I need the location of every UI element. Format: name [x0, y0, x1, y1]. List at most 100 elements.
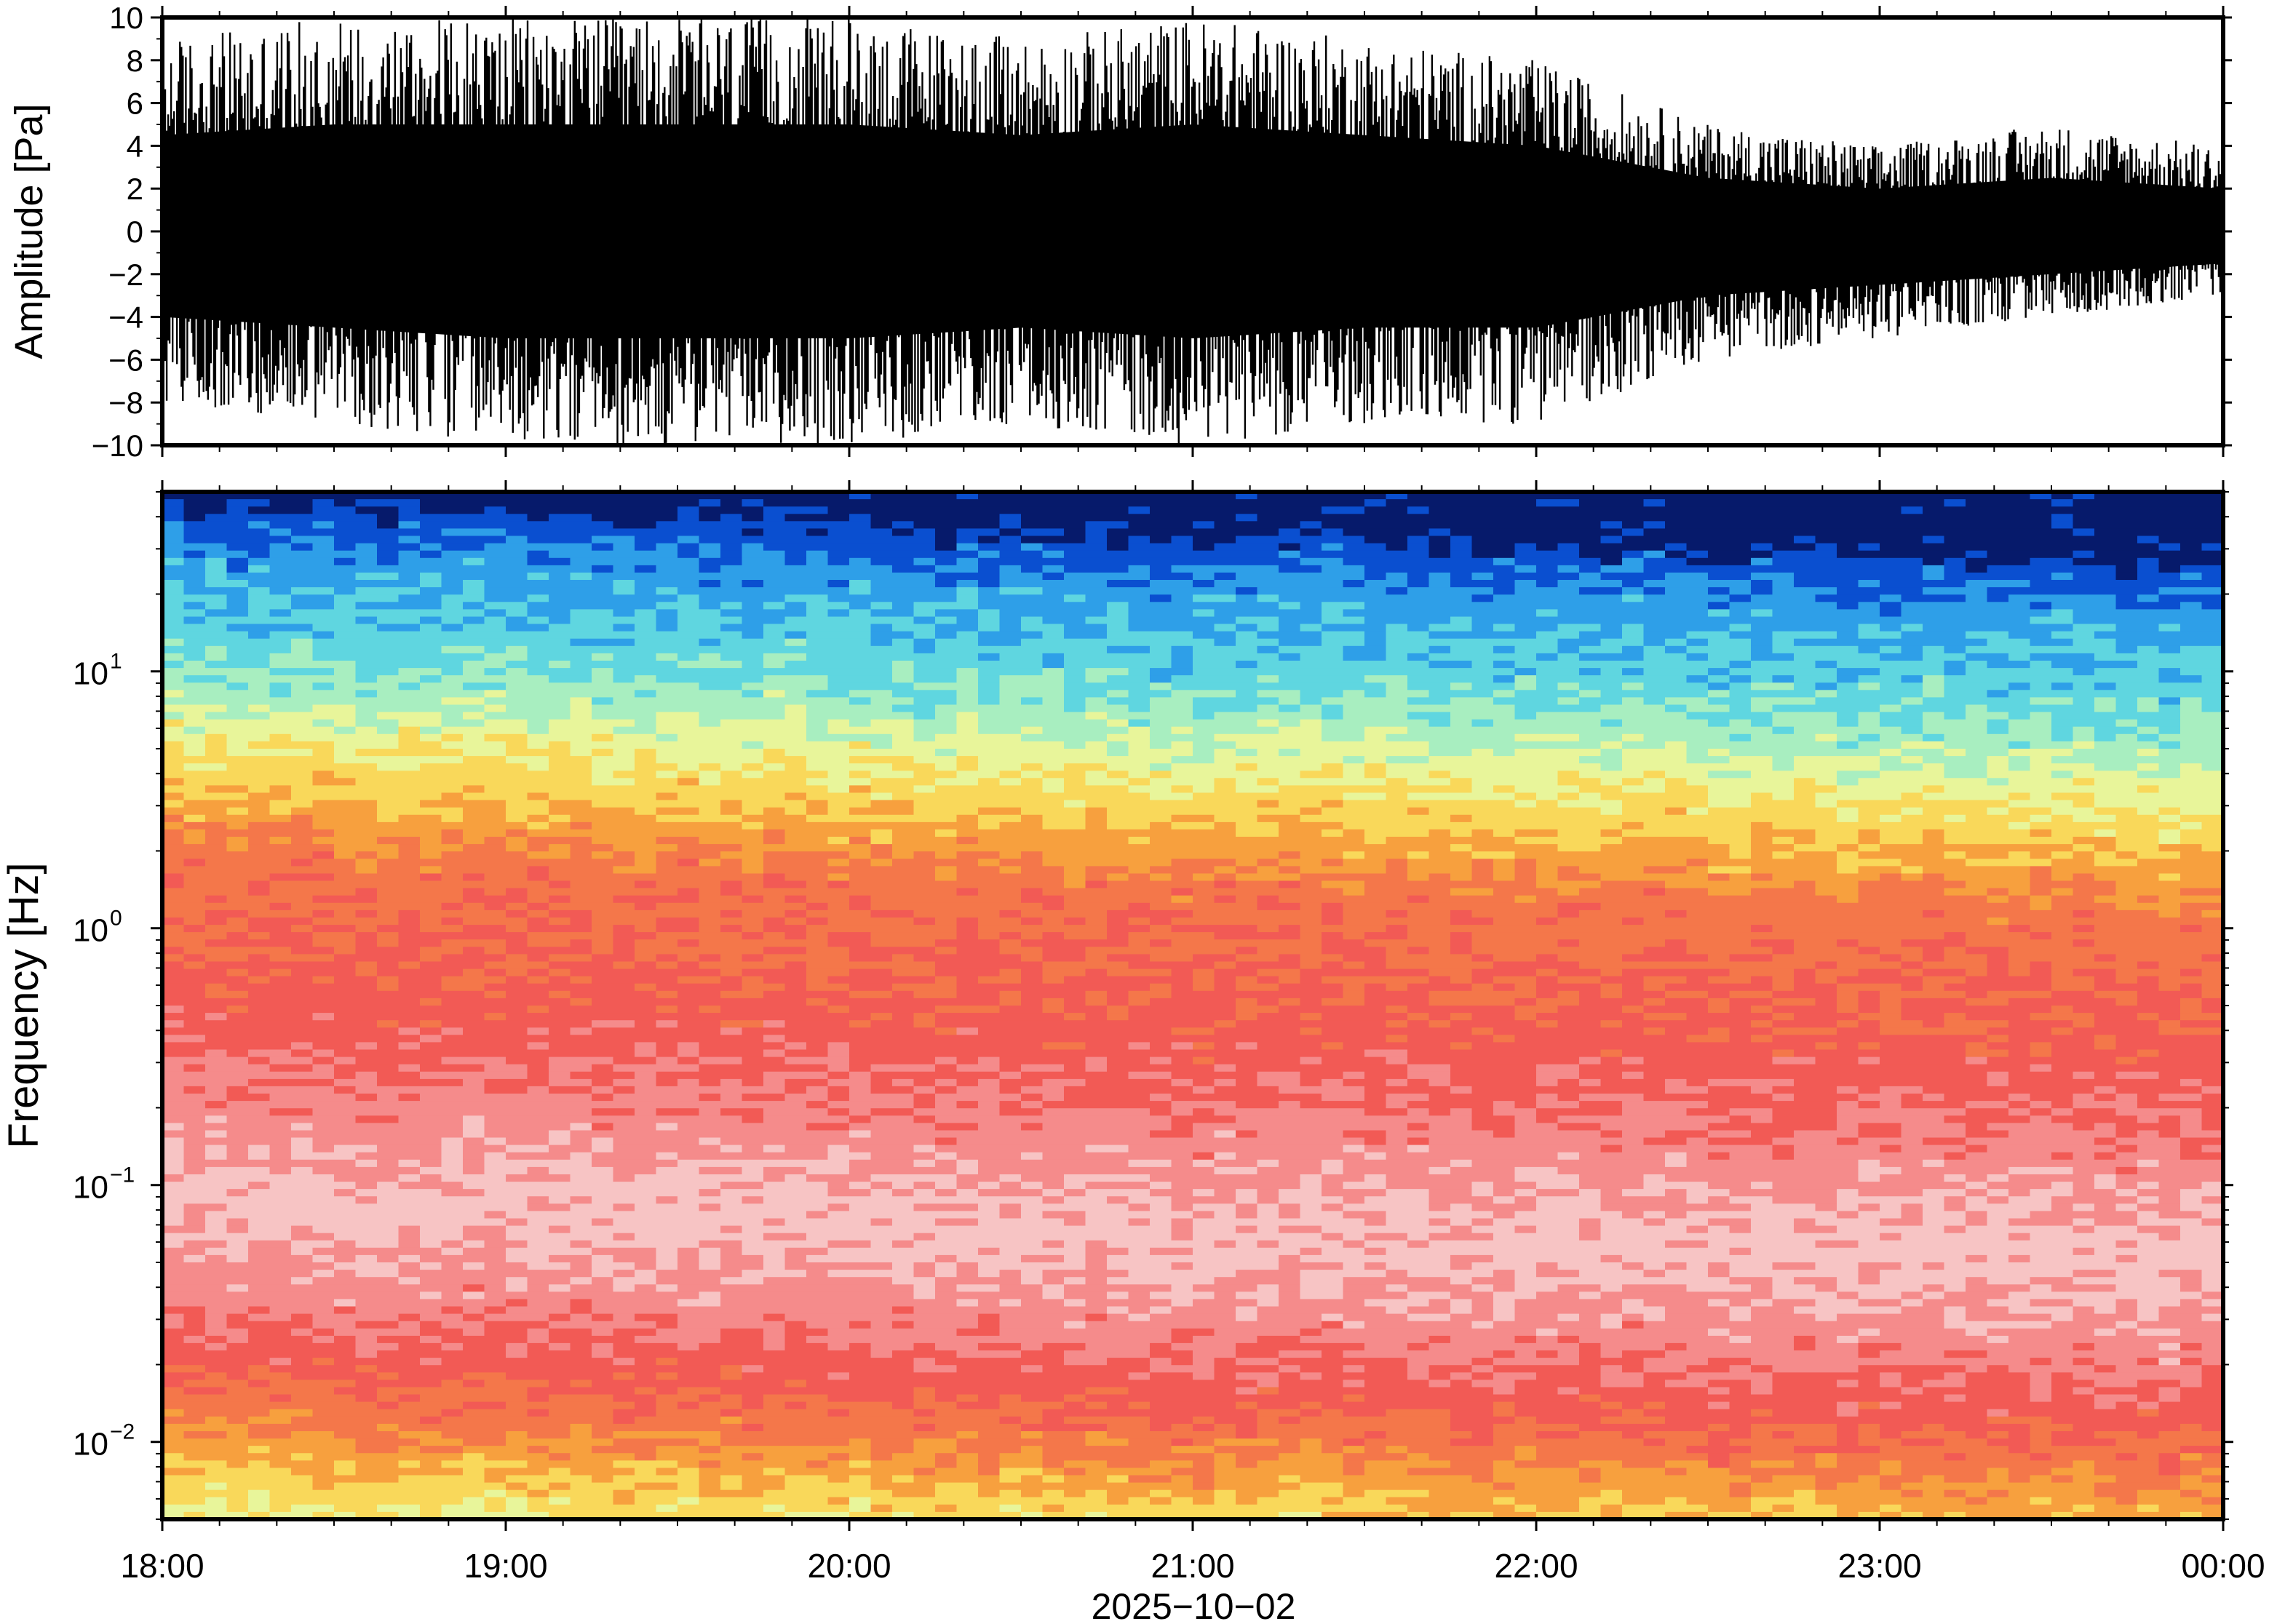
spectrogram-cell	[849, 1218, 872, 1227]
spectrogram-cell	[720, 1218, 743, 1227]
spectrogram-cell	[269, 1159, 292, 1168]
spectrogram-cell	[355, 771, 378, 779]
spectrogram-cell	[183, 821, 206, 830]
spectrogram-cell	[763, 1056, 786, 1065]
spectrogram-cell	[549, 1203, 571, 1212]
spectrogram-cell	[699, 1409, 721, 1417]
spectrogram-cell	[656, 1115, 678, 1124]
spectrogram-cell	[720, 1350, 743, 1358]
spectrogram-cell	[849, 550, 872, 559]
spectrogram-cell	[441, 1342, 464, 1351]
spectrogram-cell	[355, 1115, 378, 1124]
spectrogram-cell	[269, 939, 292, 948]
spectrogram-cell	[162, 1123, 185, 1131]
spectrogram-cell	[763, 557, 786, 566]
spectrogram-cell	[677, 1387, 700, 1396]
spectrogram-cell	[613, 1468, 635, 1476]
spectrogram-cell	[162, 968, 185, 977]
spectrogram-cell	[527, 1042, 549, 1051]
spectrogram-cell	[613, 1453, 635, 1462]
spectrogram-cell	[377, 1328, 400, 1337]
spectrogram-cell	[870, 1027, 893, 1036]
spectrogram-cell	[226, 741, 249, 749]
spectrogram-cell	[613, 1064, 635, 1072]
spectrogram-cell	[849, 888, 872, 896]
spectrogram-cell	[592, 1284, 614, 1293]
spectrogram-cell	[334, 1365, 357, 1374]
spectrogram-cell	[506, 1504, 528, 1513]
spectrogram-cell	[205, 1409, 228, 1417]
spectrogram-cell	[635, 1233, 657, 1241]
spectrogram-cell	[892, 624, 915, 632]
spectrogram-cell	[549, 1218, 571, 1227]
spectrogram-cell	[269, 1049, 292, 1058]
spectrogram-cell	[892, 1233, 915, 1241]
spectrogram-cell	[441, 609, 464, 618]
spectrogram-cell	[334, 851, 357, 860]
spectrogram-cell	[827, 1299, 850, 1307]
spectrogram-cell	[420, 1350, 442, 1358]
spectrogram-cell	[870, 1453, 893, 1462]
spectrogram-cell	[334, 1335, 357, 1344]
spectrogram-cell	[226, 1130, 249, 1139]
spectrogram-cell	[784, 939, 807, 948]
spectrogram-cell	[463, 1006, 485, 1014]
spectrogram-cell	[334, 1342, 357, 1351]
spectrogram-cell	[827, 821, 850, 830]
spectrogram-cell	[870, 1335, 893, 1344]
spectrogram-cell	[183, 1159, 206, 1168]
spectrogram-cell	[677, 983, 700, 992]
spectrogram-cell	[720, 1137, 743, 1146]
spectrogram-cell	[205, 1306, 228, 1315]
spectrogram-cell	[806, 1409, 829, 1417]
spectrogram-cell	[784, 821, 807, 830]
spectrogram-cell	[334, 1020, 357, 1029]
spectrogram-cell	[806, 536, 829, 544]
spectrogram-cell	[549, 1013, 571, 1021]
spectrogram-cell	[506, 565, 528, 573]
spectrogram-cell	[205, 543, 228, 552]
spectrogram-cell	[441, 1358, 464, 1366]
spectrogram-cell	[806, 1321, 829, 1329]
spectrogram-cell	[205, 939, 228, 948]
spectrogram-cell	[183, 1335, 206, 1344]
spectrogram-cell	[677, 1166, 700, 1175]
spectrogram-cell	[506, 1196, 528, 1205]
spectrogram-cell	[248, 616, 271, 625]
spectrogram-cell	[334, 506, 357, 515]
spectrogram-cell	[806, 1078, 829, 1087]
spectrogram-cell	[183, 1313, 206, 1322]
spectrogram-cell	[763, 771, 786, 779]
spectrogram-cell	[226, 1365, 249, 1374]
spectrogram-cell	[398, 778, 421, 787]
spectrogram-cell	[892, 1299, 915, 1307]
spectrogram-cell	[312, 1174, 335, 1182]
spectrogram-cell	[420, 1394, 442, 1403]
spectrogram-cell	[291, 990, 314, 999]
spectrogram-cell	[420, 1511, 442, 1519]
spectrogram-cell	[398, 550, 421, 559]
spectrogram-cell	[334, 645, 357, 654]
spectrogram-cell	[463, 1145, 485, 1153]
spectrogram-cell	[784, 1115, 807, 1124]
spectrogram-cell	[506, 1380, 528, 1388]
spectrogram-cell	[892, 550, 915, 559]
spectrogram-cell	[269, 594, 292, 603]
spectrogram-cell	[441, 492, 464, 500]
spectrogram-cell	[463, 1446, 485, 1454]
spectrogram-cell	[162, 1013, 185, 1021]
spectrogram-cell	[527, 998, 549, 1006]
spectrogram-cell	[635, 653, 657, 661]
spectrogram-cell	[613, 1056, 635, 1065]
spectrogram-cell	[420, 1130, 442, 1139]
spectrogram-cell	[334, 902, 357, 911]
spectrogram-cell	[677, 1218, 700, 1227]
spectrogram-cell	[720, 1342, 743, 1351]
spectrogram-cell	[162, 1365, 185, 1374]
spectrogram-cell	[742, 918, 764, 926]
spectrogram-cell	[870, 506, 893, 515]
spectrogram-cell	[549, 1196, 571, 1205]
spectrogram-cell	[248, 1006, 271, 1014]
spectrogram-cell	[291, 1101, 314, 1109]
spectrogram-cell	[226, 1225, 249, 1234]
